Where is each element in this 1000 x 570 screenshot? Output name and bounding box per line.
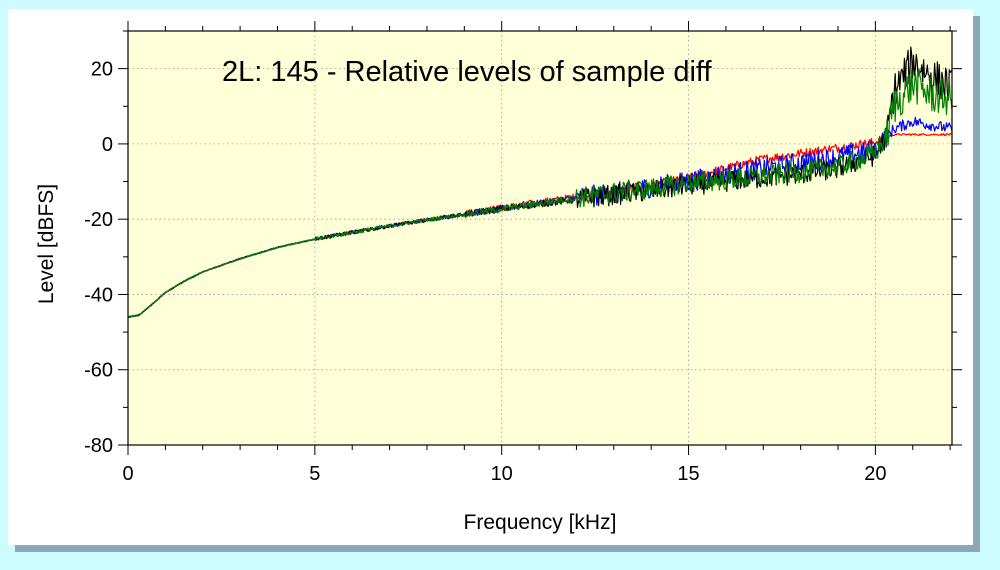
x-tick-label: 15: [677, 463, 699, 485]
chart-panel: 0 5 10 15 20 20 0 -20 -40 -60 -80 2L: 145 - Relati…: [8, 9, 973, 545]
y-axis-title: Level [dBFS]: [35, 184, 58, 304]
axis-ticks: [118, 21, 962, 455]
series-layer: [127, 46, 953, 319]
y-tick-label: -40: [84, 284, 113, 306]
y-tick-label: 20: [91, 59, 113, 81]
chart-title: 2L: 145 - Relative levels of sample diff: [222, 56, 712, 88]
plot-area: [128, 31, 952, 445]
chart-svg: 0 5 10 15 20 20 0 -20 -40 -60 -80 2L: 145 - Relati…: [35, 21, 962, 534]
y-tick-label: -60: [84, 360, 113, 382]
y-tick-label: 0: [102, 134, 113, 156]
x-axis-title: Frequency [kHz]: [464, 511, 617, 534]
x-tick-label: 10: [491, 463, 513, 485]
x-tick-label: 20: [864, 463, 886, 485]
y-tick-label: -20: [84, 209, 113, 231]
x-tick-label: 0: [122, 463, 133, 485]
plot-frame: [127, 30, 953, 446]
y-tick-label: -80: [84, 435, 113, 457]
x-tick-label: 5: [309, 463, 320, 485]
tick-labels: 0 5 10 15 20 20 0 -20 -40 -60 -80: [84, 59, 886, 485]
series-line: [127, 68, 953, 319]
